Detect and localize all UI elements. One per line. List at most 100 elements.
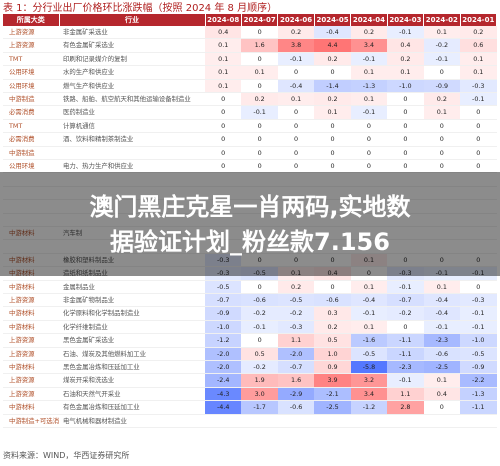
value-cell (314, 414, 351, 429)
value-cell: -1.1 (387, 333, 424, 348)
value-cell: 0 (314, 280, 351, 295)
value-cell: -0.1 (350, 306, 388, 321)
value-cell: -2.0 (277, 347, 315, 362)
value-cell: 0 (277, 65, 315, 80)
value-cell: -4.4 (205, 400, 242, 415)
category-cell: 中游制造+可选消费 (3, 414, 59, 429)
value-cell: 0.2 (314, 92, 351, 107)
value-cell: -1.4 (314, 79, 351, 94)
value-cell (205, 172, 242, 187)
value-cell (277, 199, 315, 214)
value-cell (241, 226, 278, 241)
category-cell: TMT (3, 119, 59, 134)
value-cell: 3.4 (350, 38, 388, 53)
industry-cell: 酒、饮料和精制茶制造业 (59, 132, 205, 147)
value-cell: 0 (205, 119, 242, 134)
value-cell: -0.7 (387, 293, 424, 308)
table-row: 必需消费 医药制造业 0 -0.1 0 0.1 -0.1 0 0.1 0 (3, 105, 497, 120)
value-cell: -2.3 (387, 360, 424, 375)
table-row: 上游资源 煤炭开采和洗选业 -2.4 1.9 1.6 3.9 3.2 -0.1 0.1 -2.2 (3, 373, 497, 388)
value-cell: 1.6 (277, 373, 315, 388)
value-cell: 3.4 (350, 387, 388, 402)
table-row: 中游材料 化学原料和化学制品制造业 -0.9 -0.2 -0.2 0.3 -0.1 -0.2-… (3, 306, 497, 321)
overlay-line-1: 澳门黑庄克星一肖两码,实地数 (89, 193, 411, 221)
value-cell: -1.3 (460, 387, 497, 402)
category-cell (3, 213, 59, 228)
value-cell: -0.9 (205, 306, 242, 321)
table-row (3, 199, 497, 214)
value-cell: -1.1 (460, 400, 497, 415)
value-cell: 0 (350, 146, 388, 161)
value-cell: -2.2 (460, 373, 497, 388)
value-cell: -1.2 (205, 333, 242, 348)
value-cell: -0.5 (241, 266, 278, 281)
value-cell: 0 (205, 146, 242, 161)
table-row (3, 239, 497, 254)
value-cell: -1.1 (387, 347, 424, 362)
value-cell (387, 186, 424, 201)
value-cell: 0.1 (423, 373, 461, 388)
value-cell (387, 239, 424, 254)
industry-cell: 铁路、船舶、航空航天和其他运输设备制造业 (59, 92, 205, 107)
value-cell: -0.5 (277, 293, 315, 308)
value-cell: 0.1 (277, 92, 315, 107)
industry-cell: 电气机械和器材制造业 (59, 414, 205, 429)
value-cell: 0 (350, 119, 388, 134)
value-cell: 0 (423, 119, 461, 134)
value-cell: -5.8 (350, 360, 388, 375)
table-row: 中游制造 0 0 0 0 0 0 0 0 (3, 146, 497, 161)
industry-cell: 有色金属冶炼和压延加工业 (59, 400, 205, 415)
category-cell: 必需消费 (3, 105, 59, 120)
value-cell: 0 (241, 132, 278, 147)
value-cell: -0.3 (205, 266, 242, 281)
value-cell: 0.5 (314, 333, 351, 348)
source-note: 资料来源：WIND，华西证券研究所 (3, 451, 130, 460)
table-row: 上游资源 非金属矿物制品业 -0.7 -0.6 -0.5 -0.6 -0.4 -0.7 -0.4… (3, 293, 497, 308)
category-cell: 中游材料 (3, 253, 59, 268)
value-cell (423, 239, 461, 254)
category-cell: 中游材料 (3, 226, 59, 241)
category-cell: 中游材料 (3, 306, 59, 321)
value-cell: -0.3 (205, 253, 242, 268)
value-cell: 4.4 (314, 38, 351, 53)
value-cell: -0.2 (423, 38, 461, 53)
value-cell: 0.3 (314, 306, 351, 321)
value-cell (277, 414, 315, 429)
value-cell: 0 (423, 65, 461, 80)
header-1: 行业 (59, 14, 206, 26)
value-cell (277, 172, 315, 187)
value-cell: 0.2 (314, 320, 351, 335)
value-cell: 0.2 (460, 26, 497, 40)
header-7: 2024-03 (387, 14, 425, 26)
table-row: 上游资源 石油和天然气开采业 -4.3 3.0 -2.9 -2.1 3.4 1.1 0.4 -1.… (3, 387, 497, 402)
value-cell: 0 (350, 132, 388, 147)
value-cell: -1.0 (460, 333, 497, 348)
table-row: 必需消费 酒、饮料和精制茶制造业 0 0 0 0 0 0 0 0 (3, 132, 497, 147)
category-cell: 中游制造 (3, 92, 59, 107)
industry-cell: 电力、热力生产和供应业 (59, 159, 205, 174)
value-cell: -0.6 (277, 400, 315, 415)
value-cell (205, 213, 242, 228)
category-cell: 必需消费 (3, 132, 59, 147)
table-row: 上游资源 黑色金属矿采选业 -1.2 0 1.1 0.5 -1.6 -1.1 -2.3 -1.0 (3, 333, 497, 348)
industry-cell (59, 172, 205, 187)
category-cell: 上游资源 (3, 373, 59, 388)
value-cell: 0.2 (387, 52, 424, 67)
value-cell: 0 (314, 119, 351, 134)
header-3: 2024-07 (241, 14, 279, 26)
value-cell: -0.1 (423, 266, 461, 281)
value-cell (350, 186, 388, 201)
value-cell: 0 (387, 320, 424, 335)
value-cell: 0 (423, 146, 461, 161)
industry-cell: 医药制造业 (59, 105, 205, 120)
header-9: 2024-01 (460, 14, 498, 26)
value-cell: 0 (350, 266, 388, 281)
value-cell: 0.1 (277, 266, 315, 281)
value-cell: -0.1 (350, 105, 388, 120)
value-cell: 0.1 (350, 65, 388, 80)
industry-cell: 汽车制 (59, 226, 205, 241)
value-cell: 0.2 (241, 92, 278, 107)
value-cell: -2.4 (205, 373, 242, 388)
value-cell: -0.5 (460, 347, 497, 362)
value-cell: 3.9 (314, 373, 351, 388)
